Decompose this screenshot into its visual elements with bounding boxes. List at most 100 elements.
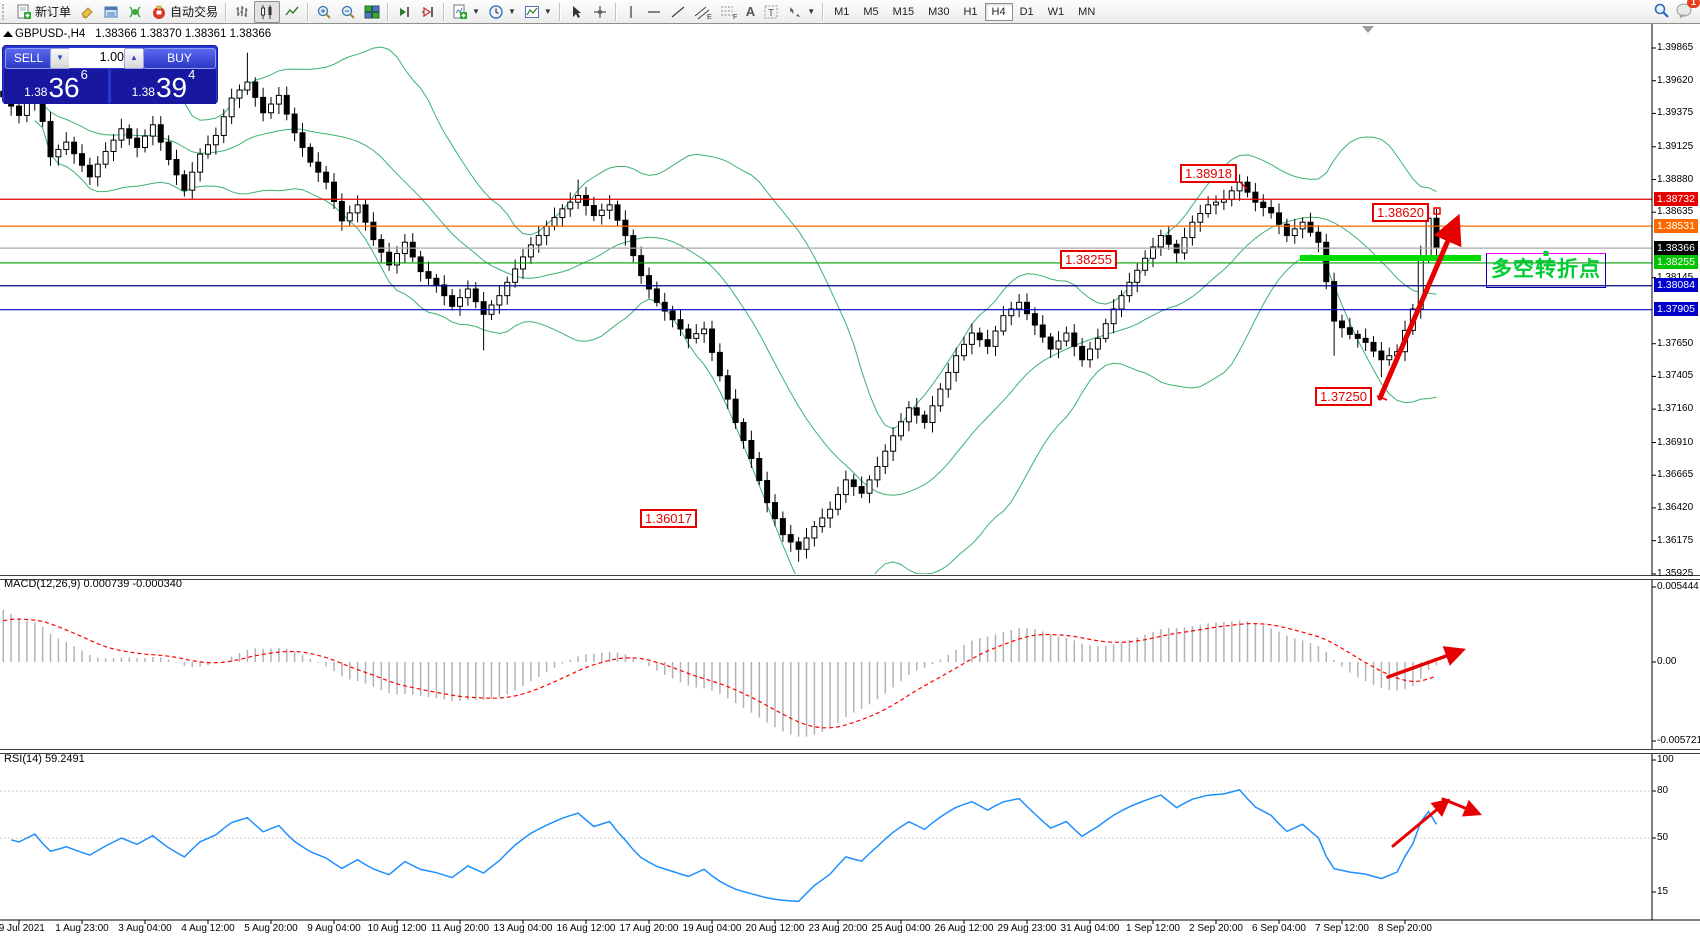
candle-body (866, 479, 873, 494)
price-tag[interactable]: 1.36017 (640, 509, 697, 528)
price-tag[interactable]: 1.38620 (1372, 203, 1429, 222)
volume-increase-button[interactable]: ▲ (124, 48, 144, 69)
fibonacci-icon: F (720, 4, 738, 20)
text-label-button[interactable]: T (759, 2, 783, 22)
tab-timeframe-h1[interactable]: H1 (963, 5, 978, 18)
trend-arrow[interactable] (1441, 797, 1482, 817)
candle-body (1260, 201, 1267, 209)
indicators-button[interactable]: ▼ (448, 2, 484, 22)
buy-price-display[interactable]: 1.38 39 4 (111, 67, 216, 104)
text-button[interactable]: A (742, 2, 759, 21)
autotrading-button[interactable]: 自动交易 (147, 1, 222, 22)
quotes-button[interactable] (99, 2, 123, 22)
chat-button[interactable]: 1 (1676, 0, 1700, 21)
price-tag[interactable]: 1.38918 (1180, 164, 1237, 183)
candle-body (1087, 348, 1093, 361)
toolbar-handle (2, 3, 9, 20)
candle-body (929, 405, 936, 423)
tab-timeframe-m1[interactable]: M1 (834, 5, 850, 18)
volume-decrease-button[interactable]: ▼ (50, 48, 70, 69)
templates-dropdown-caret[interactable]: ▼ (543, 7, 552, 16)
candle-body (417, 256, 424, 273)
autotrading-label: 自动交易 (170, 5, 219, 19)
templates-button[interactable]: ▼ (520, 2, 556, 22)
candle-body (315, 161, 322, 173)
candle-body (346, 212, 353, 222)
chart-shift-button[interactable] (416, 2, 440, 22)
candle-body (614, 204, 621, 221)
time-axis-label: 13 Aug 04:00 (493, 923, 553, 934)
trendline-button[interactable] (666, 2, 690, 22)
chart-shift-icon (420, 4, 436, 20)
trend-arrow[interactable] (1391, 798, 1451, 848)
text-note[interactable]: 多空转折点 (1486, 251, 1606, 288)
panel-separator[interactable] (0, 749, 1700, 754)
periods-dropdown-caret[interactable]: ▼ (507, 7, 516, 16)
candle-body (638, 255, 645, 277)
candle-body (1024, 301, 1030, 315)
candle-body (173, 158, 180, 176)
crosshair-button[interactable] (588, 2, 612, 22)
tab-timeframe-m5[interactable]: M5 (863, 5, 879, 18)
support-zone-bar (1300, 255, 1481, 261)
tab-timeframe-mn[interactable]: MN (1078, 5, 1096, 18)
tab-timeframe-w1[interactable]: W1 (1047, 5, 1065, 18)
candle-body (913, 407, 920, 416)
note-selection-handle[interactable] (1543, 251, 1549, 256)
candle-body (677, 319, 684, 330)
periods-button[interactable]: ▼ (484, 2, 520, 22)
tile-windows-button[interactable] (360, 2, 384, 22)
candle-body (205, 144, 211, 155)
line-chart-button[interactable] (280, 2, 304, 22)
tab-timeframe-h4[interactable]: H4 (984, 2, 1013, 21)
indicators-dropdown-caret[interactable]: ▼ (472, 7, 480, 16)
horizontal-line-button[interactable] (642, 2, 666, 22)
trend-arrow[interactable] (1377, 213, 1462, 401)
chart-shift-marker[interactable] (1362, 26, 1374, 33)
price-tag[interactable]: 1.37250 (1315, 387, 1372, 406)
candle-body (937, 388, 944, 407)
candle-body (102, 150, 109, 165)
chart-window[interactable]: GBPUSD-,H4 1.38366 1.38370 1.38361 1.383… (0, 24, 1700, 941)
candle-body (94, 163, 101, 178)
arrows-dropdown-caret[interactable]: ▼ (807, 7, 816, 16)
tile-windows-icon (364, 4, 380, 20)
sell-button[interactable]: SELL (5, 48, 52, 69)
fibonacci-button[interactable]: F (716, 2, 742, 22)
candle-body (1276, 212, 1282, 225)
candle-body (1039, 324, 1046, 338)
horizontal-line-icon (646, 4, 662, 20)
panel-separator[interactable] (0, 575, 1700, 580)
auto-scroll-button[interactable] (392, 2, 416, 22)
arrows-button[interactable]: ▼ (783, 2, 819, 22)
equidistant-channel-button[interactable]: E (690, 2, 716, 22)
vertical-line-button[interactable] (620, 2, 642, 22)
collapse-panel-arrow[interactable] (3, 31, 13, 37)
candle-body (275, 94, 282, 105)
buy-button[interactable]: BUY (143, 48, 216, 69)
template-icon (524, 4, 540, 20)
zoom-in-button[interactable] (312, 2, 336, 22)
sell-price-display[interactable]: 1.38 36 6 (4, 67, 108, 104)
search-icon[interactable] (1653, 2, 1670, 22)
volume-field[interactable]: 1.00 (69, 48, 129, 68)
bar-chart-button[interactable] (230, 2, 254, 22)
chart-canvas[interactable] (0, 24, 1700, 941)
zoom-out-button[interactable] (336, 2, 360, 22)
price-tag[interactable]: 1.38255 (1060, 250, 1117, 269)
news-button[interactable] (123, 2, 147, 22)
tab-timeframe-m30[interactable]: M30 (928, 5, 950, 18)
price-tag-anchor (1239, 181, 1248, 190)
tab-timeframe-m15[interactable]: M15 (892, 5, 915, 18)
candle-body (268, 103, 274, 114)
new-order-button[interactable]: 新订单 (12, 1, 75, 22)
eraser-button[interactable] (75, 2, 99, 22)
candle-body (1220, 199, 1227, 203)
candle-body (1126, 281, 1133, 297)
trend-arrow[interactable] (1386, 646, 1466, 679)
candle-body (79, 153, 85, 166)
candlestick-chart-button[interactable] (254, 0, 281, 23)
tab-timeframe-d1[interactable]: D1 (1019, 5, 1034, 18)
cursor-button[interactable] (564, 2, 588, 22)
toolbar-separator (558, 2, 561, 21)
